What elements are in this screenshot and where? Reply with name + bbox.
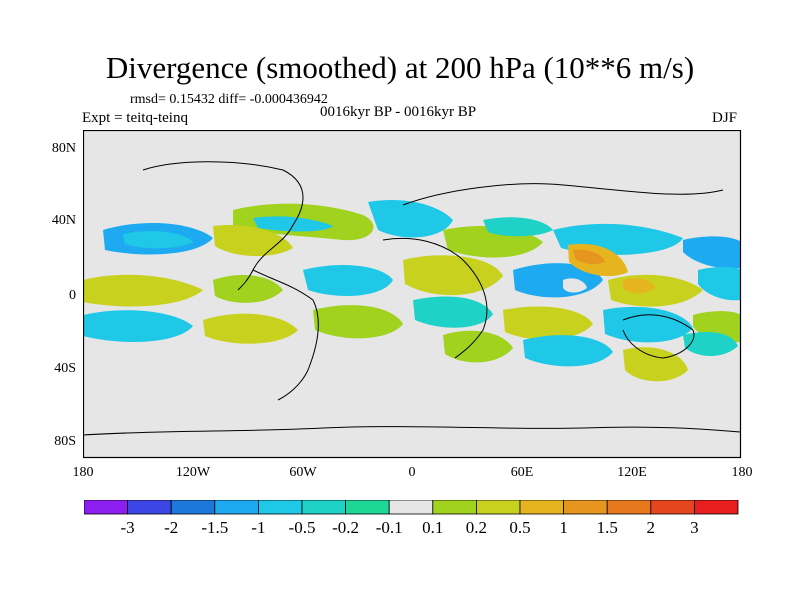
field-patch (623, 278, 655, 294)
coastline-eurasia (402, 183, 724, 206)
colorbar-label: -1.5 (201, 518, 229, 537)
lat-label-40n: 40N (51, 213, 76, 228)
field-patch (603, 306, 693, 343)
period-label: 0016kyr BP - 0016kyr BP (320, 104, 477, 120)
colorbar-label: -1 (251, 518, 266, 537)
colorbar-label: -3 (120, 518, 135, 537)
field-patch (683, 332, 738, 356)
coastline-australia (622, 314, 695, 359)
divergence-field (83, 200, 741, 382)
coastline-africa (382, 237, 488, 359)
lon-label-60w: 60W (289, 465, 317, 480)
colorbar (84, 500, 739, 515)
colorbar-label: -0.2 (332, 518, 360, 537)
colorbar-label: 0.2 (465, 518, 488, 537)
colorbar-box (127, 500, 172, 515)
field-patch (83, 310, 193, 342)
field-patch (303, 265, 393, 296)
lon-label-0: 0 (408, 465, 416, 480)
colorbar-box (388, 500, 434, 515)
field-patch (203, 313, 298, 344)
lon-label-180w: 180 (72, 465, 94, 480)
field-patch (253, 216, 333, 232)
colorbar-box (214, 500, 259, 515)
colorbar-box (345, 500, 390, 515)
lat-label-80s: 80S (54, 434, 76, 449)
field-patch (683, 236, 741, 269)
colorbar-box (563, 500, 608, 515)
field-patch (403, 255, 503, 296)
field-patch (368, 200, 453, 238)
lat-label-80n: 80N (51, 141, 76, 156)
coastlines (83, 161, 742, 436)
colorbar-box (519, 500, 564, 515)
colorbar-label: 1.5 (596, 518, 618, 537)
field-patch (213, 224, 293, 257)
lat-label-40s: 40S (54, 361, 76, 376)
lat-label-0: 0 (69, 288, 76, 303)
colorbar-label: 1 (559, 518, 568, 537)
colorbar-box (301, 500, 346, 515)
field-patch (523, 335, 613, 367)
colorbar-label: 3 (690, 518, 699, 537)
lon-label-120e: 120E (617, 465, 647, 480)
lon-label-180e: 180 (731, 465, 753, 480)
colorbar-box (650, 500, 695, 515)
map-frame (83, 130, 742, 459)
colorbar-box (170, 500, 216, 515)
lon-label-120w: 120W (175, 465, 211, 480)
colorbar-box (84, 500, 128, 515)
colorbar-label: -0.1 (375, 518, 403, 537)
field-patch (123, 231, 193, 249)
colorbar-label: -0.5 (288, 518, 316, 537)
colorbar-label: 0.1 (422, 518, 444, 537)
field-patch (573, 249, 605, 265)
experiment-label: Expt = teitq-teinq (82, 110, 188, 126)
colorbar-boxes (84, 500, 739, 515)
colorbar-box (432, 500, 477, 515)
field-patch (413, 296, 493, 328)
coastline-south-america (252, 269, 319, 401)
coastline-antarctica (83, 426, 742, 436)
field-patch (443, 330, 513, 363)
colorbar-label: 0.5 (509, 518, 531, 537)
stats-line: rmsd= 0.15432 diff= -0.000436942 (130, 92, 328, 107)
divergence-map (83, 130, 742, 459)
plot-title: Divergence (smoothed) at 200 hPa (10**6 … (105, 50, 695, 85)
colorbar-label: 2 (646, 518, 656, 537)
colorbar-box (257, 500, 303, 515)
lon-label-60e: 60E (510, 465, 534, 480)
field-patch (563, 278, 587, 293)
field-patch (483, 217, 553, 237)
colorbar-label: -2 (164, 518, 179, 537)
colorbar-box (694, 500, 739, 515)
season-label: DJF (712, 110, 738, 126)
colorbar-box (475, 500, 521, 515)
field-patch (83, 274, 203, 307)
field-patch (698, 266, 741, 301)
field-patch (313, 305, 403, 339)
field-patch (213, 275, 283, 303)
field-patch (503, 306, 593, 340)
colorbar-box (606, 500, 652, 515)
coastline-north-america (142, 161, 304, 291)
